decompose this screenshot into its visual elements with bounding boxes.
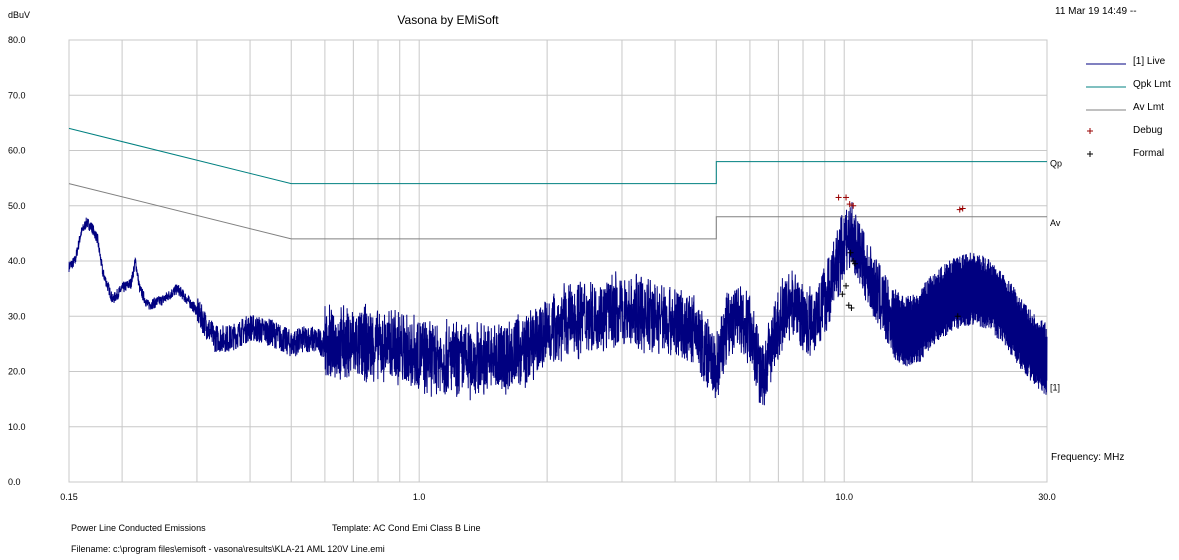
y-tick-label: 50.0 [8,201,26,211]
formal-marker [848,304,855,311]
footer-filename: Filename: c:\program files\emisoft - vas… [71,544,385,554]
y-tick-label: 60.0 [8,146,26,156]
x-tick-label: 30.0 [1038,492,1056,502]
debug-marker [850,202,857,209]
y-tick-label: 80.0 [8,35,26,45]
y-tick-label: 0.0 [8,477,21,487]
timestamp: 11 Mar 19 14:49 -- [1055,6,1137,17]
limit-lines [68,127,1047,240]
live-trace [68,202,1048,406]
y-tick-label: 20.0 [8,367,26,377]
legend-label: Debug [1133,125,1162,136]
legend-cross-icon [1087,151,1093,157]
legend-label: Qpk Lmt [1133,79,1171,90]
formal-marker [847,249,854,256]
formal-marker [850,258,857,264]
x-tick-labels: 0.15 1.0 10.0 30.0 [60,492,1056,502]
limit-line-av-lmt [68,183,1047,240]
x-tick-label: 0.15 [60,492,78,502]
formal-marker [839,291,846,298]
debug-marker [835,194,842,201]
y-tick-label: 30.0 [8,311,26,321]
debug-marker [846,201,853,208]
x-tick-label: 1.0 [413,492,426,502]
legend-label: [1] Live [1133,56,1166,67]
formal-marker [954,313,961,320]
y-axis-label: dBuV [8,10,30,20]
markers [835,194,966,320]
legend-label: Av Lmt [1133,102,1164,113]
live-trace-line [68,202,1048,406]
legend-cross-icon [1087,128,1093,134]
y-tick-label: 70.0 [8,90,26,100]
debug-marker [959,205,966,212]
end-label: Av [1050,218,1061,228]
formal-marker [843,282,850,289]
end-label: Qp [1050,159,1062,169]
y-tick-label: 40.0 [8,256,26,266]
debug-marker [956,206,963,213]
y-tick-label: 10.0 [8,422,26,432]
debug-marker [843,194,850,201]
x-axis-label: Frequency: MHz [1051,452,1124,463]
formal-marker [845,302,852,309]
legend: [1] Live Qpk Lmt Av Lmt Debug Formal [1086,56,1171,159]
limit-line-qpk-lmt [68,127,1047,185]
grid [68,39,1048,483]
legend-label: Formal [1133,148,1164,159]
footer-template: Template: AC Cond Emi Class B Line [332,523,481,533]
end-label: [1] [1050,383,1060,393]
x-tick-label: 10.0 [835,492,853,502]
y-tick-labels: 80.0 70.0 60.0 50.0 40.0 30.0 20.0 10.0 0.0 [8,35,26,487]
end-labels: [1] Qp Av [1050,159,1062,393]
chart-title: Vasona by EMiSoft [397,13,499,27]
footer-measurement-type: Power Line Conducted Emissions [71,523,206,533]
